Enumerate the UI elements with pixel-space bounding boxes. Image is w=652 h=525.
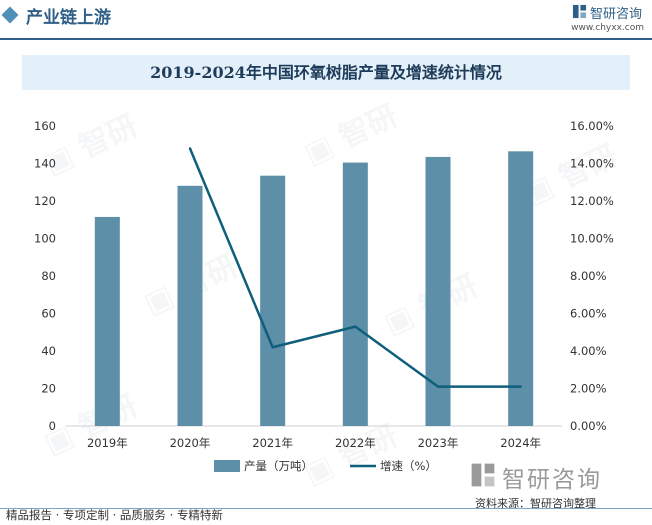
y-right-tick-label: 2.00% [570, 382, 607, 396]
y-left-tick-label: 140 [34, 157, 56, 171]
growth-point [436, 385, 440, 388]
header-bar: 产业链上游 智研咨询 www.chyxx.com [0, 0, 652, 33]
y-left-tick-label: 100 [34, 232, 56, 246]
x-tick-label: 2023年 [418, 436, 459, 450]
x-tick-label: 2020年 [170, 436, 211, 450]
y-left-tick-label: 80 [41, 269, 56, 283]
brand-logo-icon [572, 4, 587, 19]
y-left-tick-label: 20 [41, 382, 56, 396]
y-right-tick-label: 8.00% [570, 269, 607, 283]
bar [260, 175, 286, 426]
bar [94, 216, 120, 426]
chart-canvas: 0 20 40 60 80 100 120 140 160 0.00% 2.00% 4.00% 6.00… [34, 119, 614, 473]
brand-name: 智研咨询 [590, 7, 643, 22]
x-tick-label: 2021年 [252, 436, 293, 450]
y-right-tick-label: 4.00% [570, 344, 607, 358]
legend-label-line: 增速（%） [380, 459, 437, 473]
y-left-tick-label: 0 [49, 419, 56, 433]
brand-name-large: 智研咨询 [502, 467, 602, 493]
y-left-tick-label: 160 [34, 119, 56, 133]
x-tick-label: 2022年 [335, 436, 376, 450]
footer-bar: 精品报告 · 专项定制 · 品质服务 · 专精特新 [0, 502, 652, 525]
section-title: 产业链上游 [26, 8, 111, 28]
growth-point [354, 325, 357, 328]
footer-divider [0, 508, 652, 509]
y-right-tick-label: 14.00% [570, 157, 614, 171]
y-right-tick-label: 16.00% [570, 119, 614, 133]
legend-label-bar: 产量（万吨） [244, 459, 313, 473]
y-right-tick-label: 12.00% [570, 194, 614, 208]
y-right-tick-label: 0.00% [570, 419, 607, 433]
y-right-tick-label: 6.00% [570, 307, 607, 321]
growth-point [519, 385, 522, 388]
y-left-tick-label: 120 [34, 194, 56, 208]
brand-watermark: 智研咨询 [470, 460, 650, 493]
x-tick-label: 2019年 [87, 436, 128, 450]
y-right-tick-label: 10.00% [570, 232, 614, 246]
header-divider [0, 38, 652, 40]
y-left-tick-label: 40 [41, 344, 56, 358]
x-tick-label: 2024年 [500, 436, 541, 450]
chart-title: 2019-2024年中国环氧树脂产量及增速统计情况 [22, 55, 630, 90]
y-left-tick-label: 60 [41, 307, 56, 321]
bar [342, 162, 368, 426]
brand-logo-large-icon [471, 463, 495, 487]
footer-tagline: 精品报告 · 专项定制 · 品质服务 · 专精特新 [6, 508, 223, 522]
bar [177, 185, 203, 426]
growth-point [188, 147, 192, 150]
growth-point [271, 346, 274, 349]
legend-swatch-bar [214, 460, 240, 472]
source-note: 资料来源：智研咨询整理 [475, 497, 596, 510]
site-url: www.chyxx.com [571, 23, 644, 33]
bar [508, 151, 534, 426]
